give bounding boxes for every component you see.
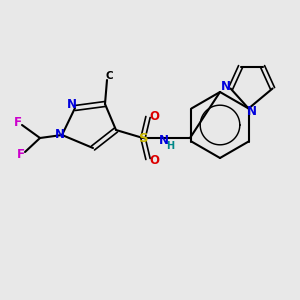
Text: N: N	[220, 80, 231, 93]
Text: F: F	[17, 148, 25, 160]
Text: F: F	[14, 116, 22, 130]
Text: N: N	[159, 134, 169, 146]
Text: O: O	[149, 154, 159, 166]
Text: S: S	[139, 131, 149, 145]
Text: H: H	[166, 141, 174, 151]
Text: C: C	[105, 71, 113, 81]
Text: O: O	[149, 110, 159, 122]
Text: N: N	[247, 105, 256, 118]
Text: N: N	[67, 98, 77, 112]
Text: N: N	[55, 128, 65, 142]
